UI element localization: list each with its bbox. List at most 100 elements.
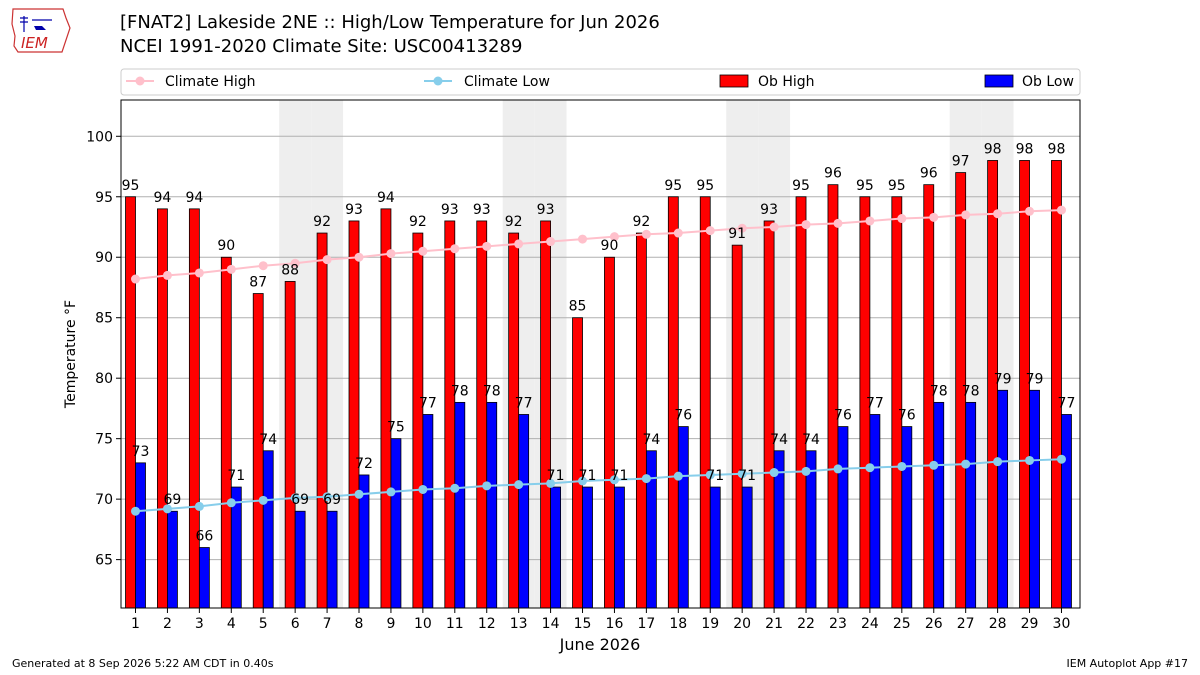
grid-lines xyxy=(121,135,1080,561)
climate-low-point xyxy=(1056,454,1066,464)
climate-lines xyxy=(131,205,1066,516)
ob-high-label: 95 xyxy=(888,178,906,194)
climate-low-point xyxy=(386,487,396,497)
ob-low-label: 77 xyxy=(419,395,437,411)
ob-high-label: 92 xyxy=(505,214,523,230)
ob-low-label: 69 xyxy=(291,492,309,508)
ob-high-label: 96 xyxy=(920,166,938,182)
ob-low-label: 66 xyxy=(195,529,213,545)
ob-low-label: 76 xyxy=(834,408,852,424)
climate-high-point xyxy=(993,209,1003,219)
legend-label: Ob Low xyxy=(1022,74,1074,90)
ob-high-label: 95 xyxy=(696,178,714,194)
climate-low-point xyxy=(1025,455,1035,465)
climate-high-point xyxy=(737,223,747,233)
ob-low-label: 69 xyxy=(323,492,341,508)
x-tick-label: 7 xyxy=(323,616,332,632)
ob-high-bar xyxy=(348,220,360,609)
ob-high-bar xyxy=(604,256,615,609)
x-tick-label: 14 xyxy=(542,616,560,632)
ob-high-bar xyxy=(763,220,775,609)
ob-high-label: 93 xyxy=(345,202,363,218)
ob-low-bar xyxy=(677,426,689,609)
ob-high-label: 93 xyxy=(537,202,555,218)
legend-swatch xyxy=(719,74,749,88)
x-tick-label: 6 xyxy=(291,616,300,632)
climate-high-line xyxy=(135,209,1062,281)
climate-high-point xyxy=(354,252,364,262)
ob-high-label: 94 xyxy=(185,190,203,206)
ob-high-label: 96 xyxy=(824,166,842,182)
ob-low-bar xyxy=(422,414,434,609)
legend-marker xyxy=(433,76,443,86)
ob-low-bar xyxy=(326,510,338,609)
ob-high-label: 91 xyxy=(728,226,746,242)
climate-high-point xyxy=(290,258,300,268)
ob-low-bar xyxy=(167,510,178,609)
climate-high-point xyxy=(194,268,204,278)
climate-low-point xyxy=(322,492,332,502)
chart-title: [FNAT2] Lakeside 2NE :: High/Low Tempera… xyxy=(120,12,660,33)
logo-text: IEM xyxy=(21,34,48,52)
ob-low-bar xyxy=(486,401,498,609)
x-tick-label: 19 xyxy=(701,616,719,632)
y-tick-label: 90 xyxy=(95,250,113,266)
x-tick-label: 12 xyxy=(478,616,496,632)
climate-high-point xyxy=(450,244,460,254)
ob-high-bar xyxy=(827,184,839,609)
bar-labels: 95 73 94 69 94 66 90 71 87 74 88 69 92 69 93 72 94 75 92 77… xyxy=(122,141,1076,544)
x-tick-label: 11 xyxy=(446,616,464,632)
climate-high-point xyxy=(929,212,939,222)
x-tick-label: 18 xyxy=(669,616,687,632)
ob-low-bar xyxy=(709,486,721,609)
climate-low-point xyxy=(801,466,811,476)
ob-high-bar xyxy=(540,220,551,609)
climate-high-point xyxy=(641,229,651,239)
x-tick-label: 5 xyxy=(259,616,268,632)
ob-low-bar xyxy=(901,426,913,609)
ob-low-bar xyxy=(262,450,274,609)
ob-high-label: 95 xyxy=(664,178,682,194)
footer-generated: Generated at 8 Sep 2026 5:22 AM CDT in 0… xyxy=(12,657,274,670)
ob-low-label: 77 xyxy=(515,395,533,411)
ob-low-label: 78 xyxy=(483,383,501,399)
x-tick-label: 4 xyxy=(227,616,236,632)
y-axis: 65 70 75 80 85 90 95 100 xyxy=(86,129,121,569)
climate-low-point xyxy=(418,484,428,494)
x-tick-label: 16 xyxy=(606,616,624,632)
ob-high-label: 94 xyxy=(154,190,172,206)
ob-high-bar xyxy=(731,244,743,609)
climate-high-point xyxy=(897,214,907,224)
ob-high-bar xyxy=(157,208,168,609)
ob-high-label: 88 xyxy=(281,262,299,278)
ob-high-bar xyxy=(635,232,647,609)
x-tick-label: 2 xyxy=(163,616,172,632)
ob-high-bar xyxy=(316,232,328,609)
x-axis: 1 2 3 4 5 6 7 8 9 10 11 12 13 14 15 16 17 18 19 20 21 22 23 24 2… xyxy=(131,608,1070,632)
x-tick-label: 9 xyxy=(386,616,395,632)
climate-low-point xyxy=(290,493,300,503)
climate-high-point xyxy=(673,228,683,238)
ob-high-label: 98 xyxy=(984,141,1002,157)
ob-low-label: 73 xyxy=(132,444,150,460)
climate-low-point xyxy=(194,501,204,511)
ob-high-label: 95 xyxy=(122,178,140,194)
ob-low-bar xyxy=(135,462,146,609)
climate-low-point xyxy=(961,459,971,469)
ob-low-label: 77 xyxy=(1058,395,1076,411)
climate-low-point xyxy=(641,474,651,484)
x-tick-label: 27 xyxy=(957,616,975,632)
x-tick-label: 20 xyxy=(733,616,751,632)
climate-high-point xyxy=(131,274,140,284)
x-tick-label: 26 xyxy=(925,616,943,632)
ob-high-bar xyxy=(508,232,520,609)
climate-high-point xyxy=(769,222,779,232)
climate-low-point xyxy=(354,489,364,499)
ob-low-label: 78 xyxy=(451,383,469,399)
legend-label: Climate Low xyxy=(464,74,550,90)
ob-low-bar xyxy=(741,486,753,609)
climate-high-point xyxy=(546,237,556,247)
footer-app: IEM Autoplot App #17 xyxy=(1066,657,1189,670)
ob-high-label: 93 xyxy=(760,202,778,218)
climate-high-point xyxy=(865,216,875,226)
